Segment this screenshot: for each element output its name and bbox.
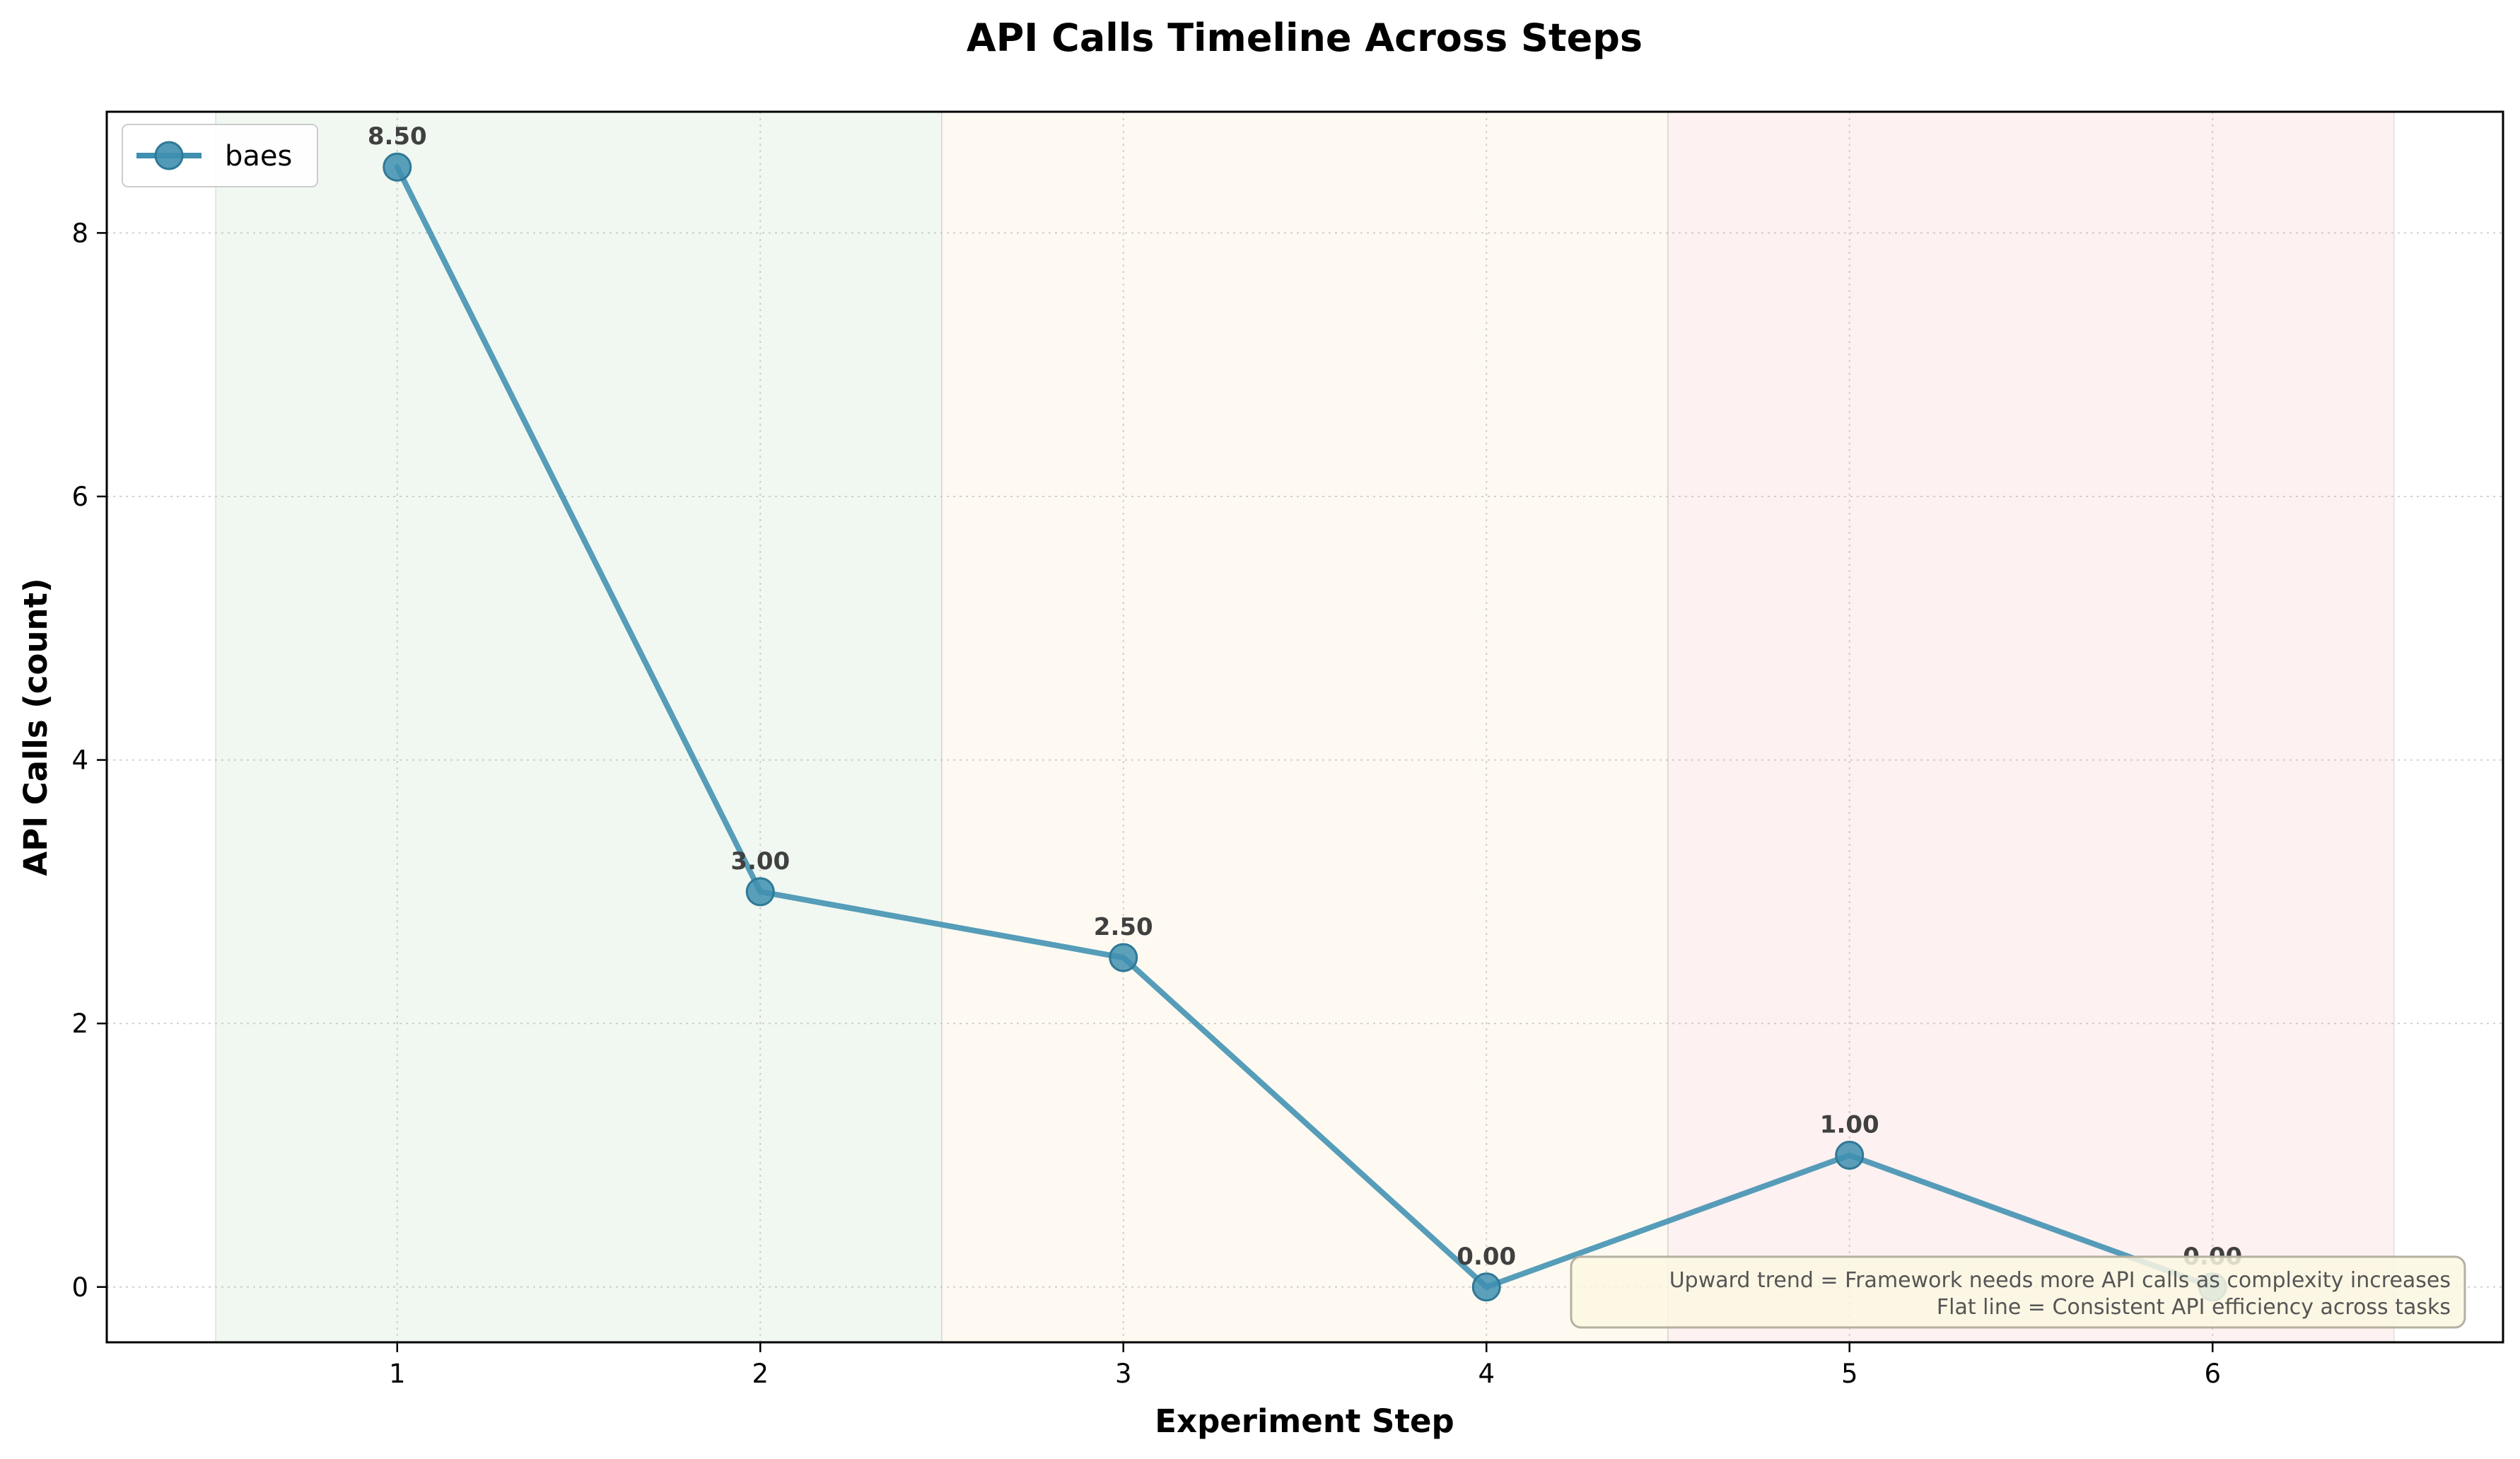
x-axis-label: Experiment Step [1155,1402,1454,1440]
annotation-box: Upward trend = Framework needs more API … [1570,1255,2466,1329]
y-tick-label: 6 [71,482,88,512]
annotation-line-1: Upward trend = Framework needs more API … [1669,1268,2451,1293]
data-label: 1.00 [1820,1110,1879,1139]
legend: baes [122,124,318,187]
step-band-1 [216,112,943,1342]
x-tick-label: 4 [1478,1359,1495,1389]
y-tick-label: 8 [71,218,88,248]
data-point [1835,1140,1865,1170]
chart-title: API Calls Timeline Across Steps [967,16,1643,60]
x-tick-label: 3 [1115,1359,1132,1389]
data-point [1109,943,1138,972]
data-label: 2.50 [1094,913,1153,941]
data-point [745,877,775,907]
y-tick-label: 4 [71,745,88,776]
x-tick-label: 1 [389,1359,406,1389]
data-label: 8.50 [368,122,427,151]
series-line-baes [394,164,2216,1290]
series-line [394,164,2216,1290]
plot-frame [105,110,2504,1344]
data-point [383,152,412,182]
annotation-background [1570,1255,2466,1329]
x-tick-label: 2 [752,1359,769,1389]
y-axis-label: API Calls (count) [17,578,54,876]
data-label: 3.00 [730,847,790,876]
y-tick-label: 0 [71,1272,88,1303]
data-label: 0.00 [1457,1243,1516,1271]
annotation-line-2: Flat line = Consistent API efficiency ac… [1937,1295,2451,1320]
x-tick-label: 5 [1841,1359,1858,1389]
step-band-2 [942,112,1668,1342]
data-point [1471,1272,1501,1302]
y-tick-label: 2 [71,1008,88,1039]
axis-ticks: 1 2 3 4 5 6 0 2 4 6 8 [71,218,2221,1389]
step-band-3 [1667,112,2394,1342]
legend-box [122,124,318,187]
legend-marker [154,141,184,170]
legend-label-baes: baes [225,140,292,173]
grid [107,112,2503,1342]
step-bands [215,112,2395,1342]
x-tick-label: 6 [2204,1359,2221,1389]
